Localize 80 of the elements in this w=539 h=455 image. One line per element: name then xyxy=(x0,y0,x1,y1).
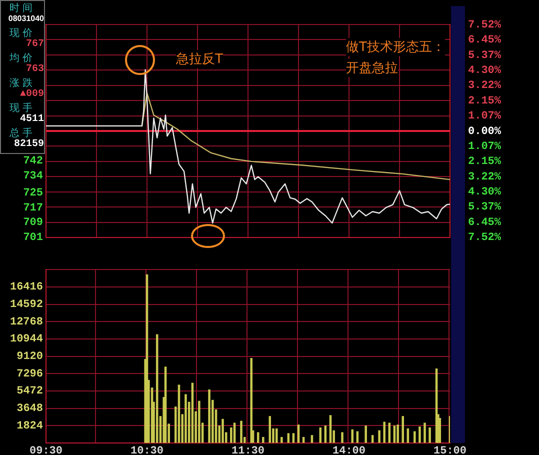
y-tick-label: 717 xyxy=(23,202,43,214)
bar xyxy=(256,432,260,443)
text: 763 xyxy=(24,64,44,76)
bar xyxy=(310,435,314,443)
x-tick-label: 14:00 xyxy=(332,445,366,455)
y-tick-label: 12768 xyxy=(10,316,44,328)
y2-tick-label: 0.00% xyxy=(468,126,502,138)
y2-tick-label: 5.37% xyxy=(468,202,502,214)
y-tick-label: 742 xyxy=(23,156,43,168)
y2-tick-label: 2.15% xyxy=(468,95,502,108)
bar xyxy=(351,429,354,443)
y2-tick-label: 6.45% xyxy=(468,217,502,230)
y-tick-label: 1824 xyxy=(16,420,44,432)
bar xyxy=(364,426,367,443)
text: 均价 xyxy=(8,52,36,64)
bar xyxy=(341,432,344,443)
bar xyxy=(396,424,399,443)
y2-tick-label: 4.30% xyxy=(468,186,502,199)
y-tick-label: 734 xyxy=(23,170,44,183)
y2-tick-label: 3.22% xyxy=(468,80,502,92)
bar xyxy=(222,418,224,443)
y-tick-label: 14592 xyxy=(10,299,43,312)
bar xyxy=(184,394,187,443)
y2-tick-label: 2.15% xyxy=(468,156,502,168)
y-tick-label: 10944 xyxy=(10,334,44,346)
y2-tick-label: 6.45% xyxy=(468,34,502,47)
text: 时间 xyxy=(8,2,36,14)
bar xyxy=(393,426,396,443)
y2-tick-label: 3.22% xyxy=(468,171,502,184)
annotation: 急拉反T xyxy=(176,50,223,68)
y-tick-label: 709 xyxy=(23,217,43,230)
x-tick-label: 09:30 xyxy=(29,445,63,455)
text: 现价 xyxy=(8,27,36,39)
bar xyxy=(388,422,391,443)
y-tick-label: 3648 xyxy=(16,403,44,416)
y-tick-label: 725 xyxy=(23,187,44,200)
text: 涨跌 xyxy=(8,76,36,89)
text: 767 xyxy=(24,38,44,51)
bar xyxy=(414,431,416,443)
text: 82159 xyxy=(12,138,44,151)
text: 08031040 xyxy=(7,14,44,24)
x-tick-label: 15:00 xyxy=(433,445,467,455)
y2-tick-label: 7.52% xyxy=(468,232,502,244)
y2-tick-label: 1.07% xyxy=(468,110,502,123)
y2-tick-label: 5.37% xyxy=(468,50,502,62)
bar xyxy=(402,416,404,443)
y-tick-label: 9120 xyxy=(16,351,43,364)
bar xyxy=(250,358,252,443)
y-tick-label: 7296 xyxy=(16,368,43,380)
bar xyxy=(297,424,300,443)
bar xyxy=(428,427,431,443)
bar xyxy=(233,422,236,443)
bar xyxy=(418,426,421,443)
bar xyxy=(383,422,386,443)
bar xyxy=(208,389,210,443)
annotation: 开盘急拉 xyxy=(346,59,398,77)
text: 4511 xyxy=(18,114,44,126)
bar xyxy=(240,420,242,443)
y-tick-label: 701 xyxy=(23,232,44,244)
y2-tick-label: 4.30% xyxy=(468,64,502,77)
text: 现手 xyxy=(8,102,36,114)
y-tick-label: 16416 xyxy=(10,282,43,294)
text: ▲009 xyxy=(18,88,44,101)
bar xyxy=(262,436,264,443)
bar xyxy=(371,435,374,443)
bar xyxy=(378,430,380,443)
text: 总手 xyxy=(8,126,36,139)
bar xyxy=(292,433,295,443)
annotation: 做T技术形态五： xyxy=(346,38,445,56)
bar xyxy=(324,426,327,443)
bar xyxy=(287,433,290,443)
bar xyxy=(280,436,283,443)
bar xyxy=(198,400,200,443)
x-tick-label: 10:30 xyxy=(130,445,164,455)
bar xyxy=(424,422,426,443)
bar xyxy=(302,436,305,443)
y2-tick-label: 1.07% xyxy=(468,140,502,153)
y-tick-label: 5472 xyxy=(16,386,43,398)
y2-tick-label: 7.52% xyxy=(468,19,502,32)
x-tick-label: 11:30 xyxy=(231,445,265,455)
